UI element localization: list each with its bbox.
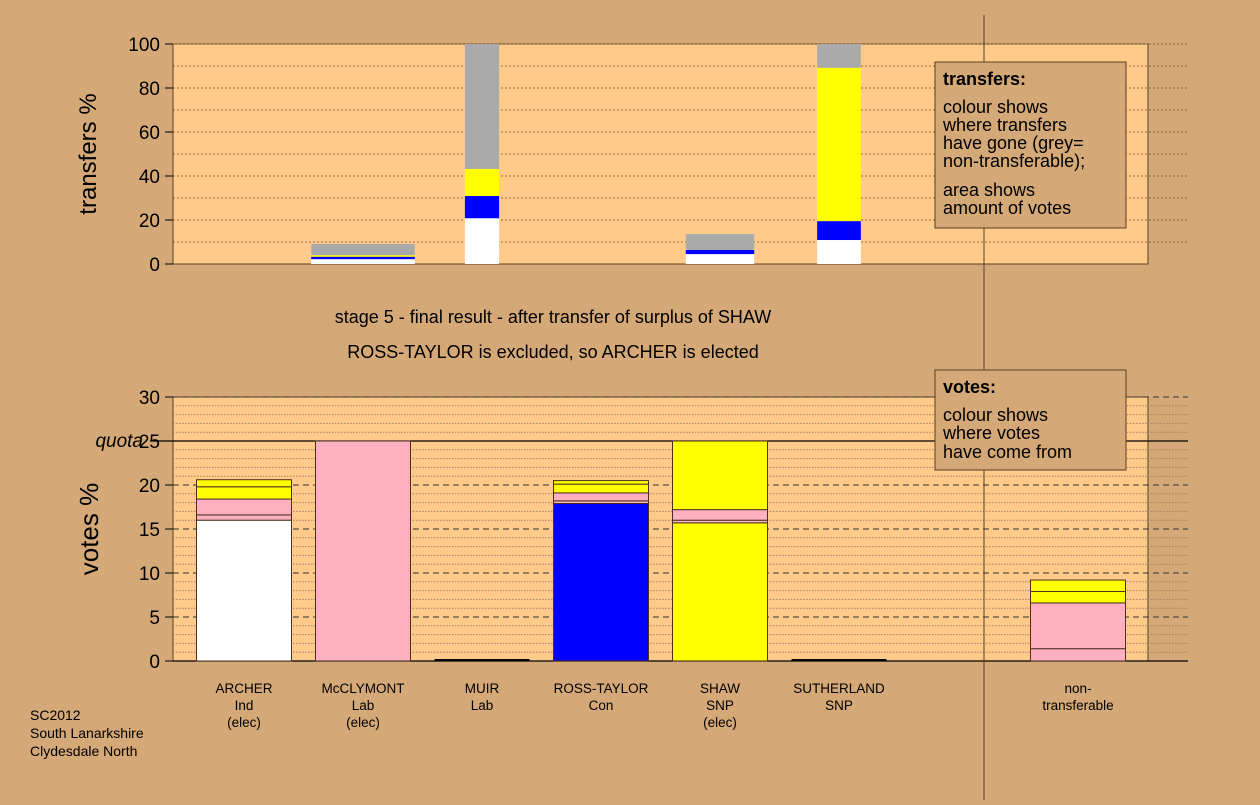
transfer-segment-yellow: [464, 168, 500, 197]
vote-segment-pink: [196, 514, 292, 521]
transfer-segment-grey: [817, 44, 861, 68]
y-tick-label: 60: [139, 123, 160, 144]
legend-text: have come from: [943, 442, 1072, 462]
vote-segment-yellow: [1030, 590, 1126, 604]
y-tick-label: 25: [139, 432, 160, 453]
legend-text: colour shows: [943, 97, 1048, 117]
y-tick-label: 10: [139, 564, 160, 585]
transfers-legend: transfers: colour shows where transfers …: [934, 61, 1127, 229]
candidate-name: McCLYMONT: [322, 681, 405, 696]
y-tick-label: 100: [128, 35, 160, 56]
vote-segment-pink: [672, 509, 768, 521]
vote-segment-pink: [315, 440, 411, 662]
transfer-segment-blue: [685, 249, 755, 255]
footer-line: South Lanarkshire: [30, 725, 144, 741]
legend-text: amount of votes: [943, 198, 1071, 218]
transfer-segment-white: [464, 218, 500, 264]
candidate-party: Lab: [352, 698, 375, 713]
transfer-segment-yellow: [817, 67, 861, 222]
candidate-party: SNP: [825, 698, 853, 713]
transfer-segment-grey: [685, 234, 755, 250]
vote-segment-yellow: [672, 522, 768, 662]
legend-title: votes:: [943, 377, 996, 397]
candidate-status: (elec): [346, 715, 380, 730]
legend-title: transfers:: [943, 69, 1026, 89]
result-title: ROSS-TAYLOR is excluded, so ARCHER is el…: [347, 342, 758, 362]
transfer-segment-blue: [464, 196, 500, 219]
transfer-segment-grey: [464, 44, 500, 169]
transfer-segment-blue: [817, 221, 861, 241]
legend-text: where votes: [942, 423, 1040, 443]
vote-segment-yellow: [1030, 579, 1126, 592]
transfer-segment-white: [311, 259, 415, 264]
y-tick-label: 0: [149, 652, 160, 673]
candidate-name: ROSS-TAYLOR: [554, 681, 649, 696]
transfer-segment-blue: [311, 256, 415, 260]
legend-text: have gone (grey=: [943, 133, 1084, 153]
candidate-name: ARCHER: [215, 681, 272, 696]
y-tick-label: 15: [139, 520, 160, 541]
vote-segment-pink: [1030, 602, 1126, 650]
vote-segment-yellow: [196, 486, 292, 500]
legend-text: colour shows: [943, 405, 1048, 425]
vote-segment-yellow: [196, 479, 292, 488]
footer-line: SC2012: [30, 707, 81, 723]
y-tick-label: 80: [139, 79, 160, 100]
top-y-label: transfers %: [75, 93, 102, 214]
transfer-segment-yellow: [311, 255, 415, 257]
bottom-y-label: votes %: [74, 483, 104, 576]
y-tick-label: 5: [149, 608, 160, 629]
stage-title: stage 5 - final result - after transfer …: [335, 307, 772, 327]
candidate-party: SNP: [706, 698, 734, 713]
quota-label: quota: [95, 431, 143, 452]
candidate-party: Con: [589, 698, 614, 713]
y-tick-label: 20: [139, 211, 160, 232]
legend-text: non-transferable);: [943, 151, 1085, 171]
vote-segment-pink: [196, 498, 292, 516]
transfer-segment-grey: [311, 243, 415, 256]
vote-segment-blue: [553, 502, 649, 662]
legend-text: area shows: [943, 180, 1035, 200]
y-tick-label: 0: [149, 255, 160, 276]
y-tick-label: 20: [139, 476, 160, 497]
legend-text: where transfers: [942, 115, 1067, 135]
vote-segment-pink: [1030, 648, 1126, 662]
vote-segment-pink: [553, 492, 649, 502]
transfer-segment-white: [817, 240, 861, 264]
candidate-party: transferable: [1042, 698, 1113, 713]
candidate-name: SUTHERLAND: [793, 681, 885, 696]
candidate-name: non-: [1064, 681, 1091, 696]
y-tick-label: 30: [139, 388, 160, 409]
transfer-segment-white: [685, 254, 755, 264]
votes-legend: votes: colour shows where votes have com…: [934, 369, 1127, 471]
vote-segment-white: [196, 519, 292, 662]
y-tick-label: 40: [139, 167, 160, 188]
footer-line: Clydesdale North: [30, 743, 137, 759]
candidate-party: Ind: [235, 698, 254, 713]
vote-segment-yellow: [553, 480, 649, 485]
candidate-status: (elec): [227, 715, 261, 730]
candidate-name: SHAW: [700, 681, 740, 696]
candidate-name: MUIR: [465, 681, 500, 696]
candidate-party: Lab: [471, 698, 494, 713]
vote-segment-yellow: [672, 440, 768, 511]
vote-segment-yellow: [553, 483, 649, 494]
candidate-status: (elec): [703, 715, 737, 730]
